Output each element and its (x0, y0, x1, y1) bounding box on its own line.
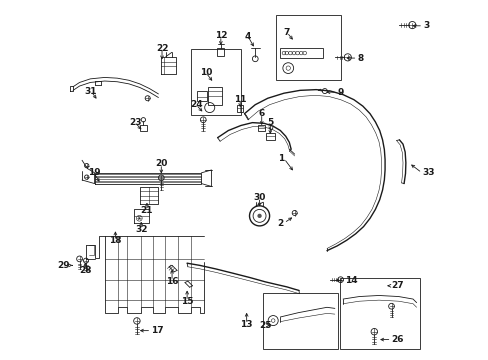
Text: 25: 25 (259, 321, 271, 330)
Text: 17: 17 (151, 326, 163, 335)
Bar (258, 126, 265, 131)
Text: 12: 12 (214, 31, 226, 40)
Text: 29: 29 (57, 261, 69, 270)
Circle shape (257, 214, 261, 218)
Bar (237, 105, 243, 112)
Bar (140, 126, 147, 131)
Bar (339, 278, 419, 349)
Bar (216, 48, 224, 56)
Bar (265, 134, 274, 140)
Text: 13: 13 (240, 320, 252, 329)
Bar (263, 293, 338, 348)
Text: 31: 31 (84, 86, 97, 95)
Text: 4: 4 (244, 32, 251, 41)
Text: 23: 23 (129, 118, 141, 127)
Bar (207, 87, 222, 105)
Text: 21: 21 (141, 206, 153, 215)
Text: 5: 5 (266, 118, 273, 127)
Text: 1: 1 (277, 154, 284, 163)
Bar (191, 49, 241, 116)
Text: 8: 8 (357, 54, 363, 63)
Text: 33: 33 (421, 168, 434, 177)
Text: 18: 18 (109, 237, 122, 246)
Text: 30: 30 (253, 193, 265, 202)
Bar (280, 48, 322, 58)
Text: 10: 10 (199, 68, 211, 77)
Bar (197, 91, 207, 101)
Bar (276, 15, 340, 80)
Text: 32: 32 (135, 225, 147, 234)
Text: 27: 27 (391, 281, 403, 290)
Text: 2: 2 (277, 219, 284, 228)
Text: 16: 16 (165, 276, 178, 285)
Text: 14: 14 (344, 276, 357, 285)
Text: 28: 28 (79, 266, 91, 275)
Text: 22: 22 (156, 44, 168, 53)
Text: 15: 15 (181, 297, 193, 306)
Text: 19: 19 (87, 168, 100, 177)
Text: 6: 6 (258, 109, 264, 118)
Text: 11: 11 (233, 95, 246, 104)
Text: 24: 24 (189, 100, 202, 109)
Text: 7: 7 (283, 28, 289, 37)
Text: 20: 20 (155, 159, 167, 168)
Text: 9: 9 (336, 87, 343, 96)
Text: 26: 26 (391, 335, 403, 344)
Text: 3: 3 (422, 21, 428, 30)
